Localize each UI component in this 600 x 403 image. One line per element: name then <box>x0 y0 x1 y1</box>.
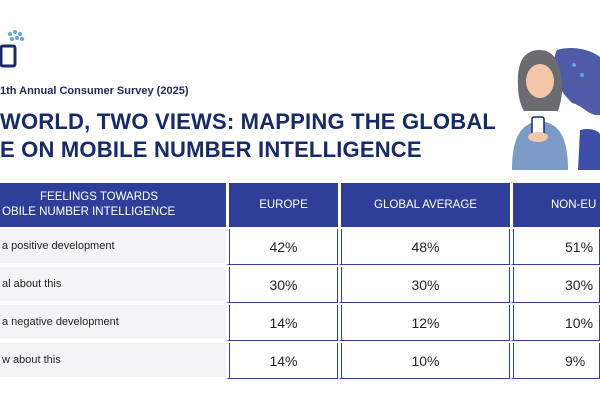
cell-europe: 14% <box>226 341 338 379</box>
person-face <box>526 64 554 98</box>
table-row: a negative development 14% 12% 10% <box>0 303 600 341</box>
logo-phone-icon <box>0 44 17 68</box>
header-global-average: GLOBAL AVERAGE <box>338 183 510 227</box>
cell-non-eu: 30% <box>510 265 600 303</box>
cell-global: 48% <box>338 227 510 265</box>
people-with-phones-illustration <box>512 47 600 170</box>
survey-subtitle: 1th Annual Consumer Survey (2025) <box>0 85 189 97</box>
cell-europe: 30% <box>226 265 338 303</box>
header-europe: EUROPE <box>226 183 338 227</box>
world-map-shape <box>552 47 600 116</box>
cell-global: 12% <box>338 303 510 341</box>
cell-europe: 42% <box>226 227 338 265</box>
survey-table: FEELINGS TOWARDS OBILE NUMBER INTELLIGEN… <box>0 183 600 379</box>
brand-logo <box>0 30 24 68</box>
table-row: al about this 30% 30% 30% <box>0 265 600 303</box>
header-feelings-line-1: FEELINGS TOWARDS <box>40 191 159 203</box>
row-label: w about this <box>0 341 226 379</box>
cell-non-eu: 9% <box>510 341 600 379</box>
logo-dots-icon <box>8 30 24 41</box>
header-feelings: FEELINGS TOWARDS OBILE NUMBER INTELLIGEN… <box>0 183 226 227</box>
page-title-line-1: WORLD, TWO VIEWS: MAPPING THE GLOBAL <box>0 109 497 134</box>
table-header-row: FEELINGS TOWARDS OBILE NUMBER INTELLIGEN… <box>0 183 600 227</box>
cell-europe: 14% <box>226 303 338 341</box>
cell-global: 30% <box>338 265 510 303</box>
header-non-eu: NON-EU <box>510 183 600 227</box>
row-label: a positive development <box>0 227 226 265</box>
cell-global: 10% <box>338 341 510 379</box>
row-label: a negative development <box>0 303 226 341</box>
header-feelings-line-2: OBILE NUMBER INTELLIGENCE <box>2 206 176 218</box>
cell-non-eu: 51% <box>510 227 600 265</box>
row-label: al about this <box>0 265 226 303</box>
cell-non-eu: 10% <box>510 303 600 341</box>
page-title: WORLD, TWO VIEWS: MAPPING THE GLOBAL E O… <box>0 108 496 164</box>
table-row: a positive development 42% 48% 51% <box>0 227 600 265</box>
person-shirt <box>512 121 568 170</box>
page-title-line-2: E ON MOBILE NUMBER INTELLIGENCE <box>0 137 422 162</box>
table-row: w about this 14% 10% 9% <box>0 341 600 379</box>
